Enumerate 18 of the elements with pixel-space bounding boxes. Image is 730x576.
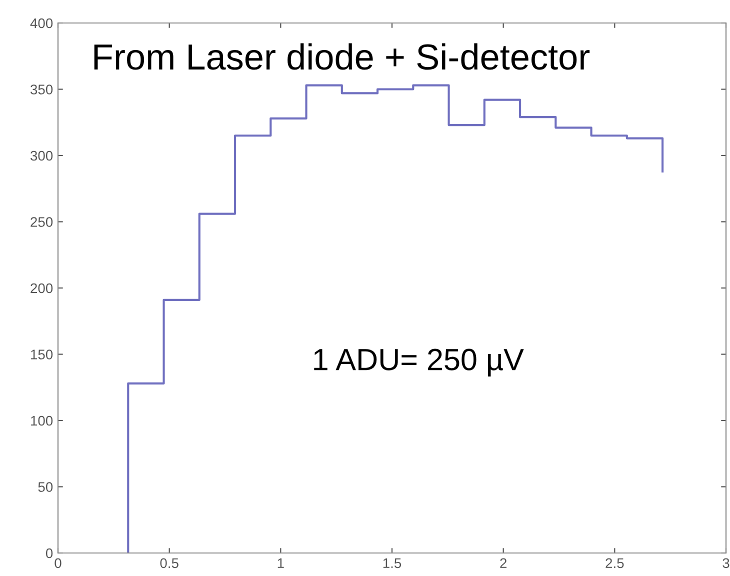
x-tick-label: 2 bbox=[500, 558, 506, 568]
x-tick-label: 1 bbox=[278, 558, 284, 568]
y-tick-label: 300 bbox=[30, 150, 53, 161]
y-tick-label: 50 bbox=[38, 482, 53, 492]
x-tick-label: 1.5 bbox=[383, 558, 402, 568]
x-tick-label: 2.5 bbox=[606, 558, 624, 568]
y-tick-label: 100 bbox=[31, 416, 53, 426]
y-tick-label: 350 bbox=[30, 84, 53, 94]
y-tick-label: 150 bbox=[31, 350, 53, 360]
y-tick-label: 0 bbox=[46, 548, 53, 558]
y-tick-label: 400 bbox=[30, 18, 53, 28]
x-tick-label: 3 bbox=[722, 558, 730, 568]
annotation: From Laser diode + Si-detector bbox=[94, 43, 590, 70]
x-tick-label: 0.5 bbox=[160, 558, 178, 568]
x-tick-label: 0 bbox=[54, 558, 62, 568]
y-tick-label: 200 bbox=[30, 283, 53, 294]
annotation: 1 ADU= 250 µV bbox=[314, 348, 524, 376]
y-tick-label: 250 bbox=[30, 217, 53, 227]
